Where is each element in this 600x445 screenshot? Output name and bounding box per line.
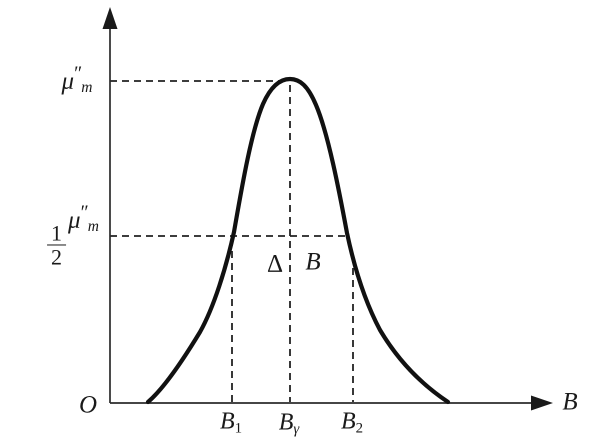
- y-axis-arrowhead-icon: [102, 7, 118, 29]
- half-max-value-label: 1 2 μ″m: [47, 203, 99, 269]
- tick-label-bgamma: Bγ: [278, 409, 300, 438]
- delta-symbol: Δ: [266, 250, 284, 278]
- delta-b-symbol: B: [305, 248, 321, 276]
- origin-label: O: [78, 391, 98, 419]
- tick-label-b2: B2: [340, 408, 364, 437]
- resonance-curve: [145, 76, 451, 405]
- x-axis-arrowhead-icon: [531, 395, 553, 411]
- x-axis-label: B: [562, 388, 578, 416]
- peak-value-label: μ″m: [61, 63, 93, 97]
- tick-label-b1: B1: [219, 408, 243, 437]
